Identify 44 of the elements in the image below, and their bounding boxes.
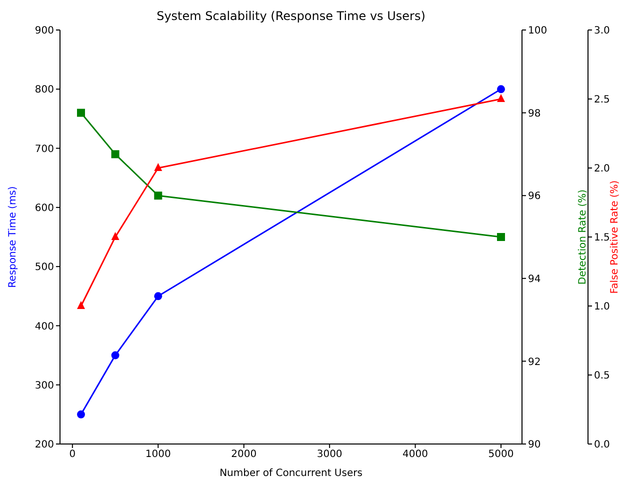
point	[77, 108, 85, 117]
y2-tick-label: 92	[528, 356, 541, 368]
y-tick-label: 300	[34, 380, 54, 392]
x-axis-title: Number of Concurrent Users	[220, 468, 362, 479]
y-tick-label: 700	[34, 144, 54, 155]
x-tick-label: 2000	[231, 449, 257, 460]
point	[154, 292, 162, 300]
y-tick-label: 400	[34, 321, 54, 332]
y2-tick-label: 98	[528, 108, 541, 120]
y2-axis-title: Detection Rate (%)	[578, 189, 589, 285]
x-tick-label: 3000	[316, 449, 342, 460]
x-tick-label: 0	[69, 449, 76, 460]
y2-tick-label: 90	[528, 440, 541, 451]
y2-tick-label: 94	[528, 274, 541, 285]
x-tick-label: 4000	[402, 449, 428, 460]
point	[154, 192, 162, 200]
point	[77, 410, 85, 418]
y3-tick-label: 3.0	[594, 26, 610, 37]
y3-tick-label: 1.0	[594, 302, 610, 313]
y-tick-label: 200	[34, 440, 54, 451]
y2-tick-label: 100	[528, 26, 548, 37]
y3-tick-label: 0.0	[594, 440, 610, 451]
x-tick-label: 5000	[488, 449, 514, 460]
y2-tick-label: 96	[528, 191, 541, 202]
x-tick-label: 1000	[145, 449, 171, 460]
point	[111, 232, 120, 240]
y-tick-label: 800	[34, 84, 54, 96]
point	[497, 233, 505, 241]
chart-title: System Scalability (Response Time vs Users)	[156, 9, 426, 23]
y3-tick-label: 2.0	[594, 164, 610, 175]
point	[497, 85, 505, 94]
point	[77, 301, 85, 309]
point	[154, 163, 162, 171]
y-axis-title: Response Time (ms)	[8, 186, 19, 288]
point	[111, 150, 120, 158]
point	[111, 351, 120, 360]
y3-axis-title: False Positive Rate (%)	[610, 180, 621, 294]
point	[497, 94, 505, 102]
y3-tick-label: 0.5	[594, 370, 610, 382]
y3-tick-label: 1.5	[594, 232, 610, 244]
y-tick-label: 900	[34, 26, 54, 37]
y-tick-label: 600	[34, 202, 54, 214]
y-tick-label: 500	[34, 262, 54, 274]
y3-tick-label: 2.5	[594, 94, 610, 106]
